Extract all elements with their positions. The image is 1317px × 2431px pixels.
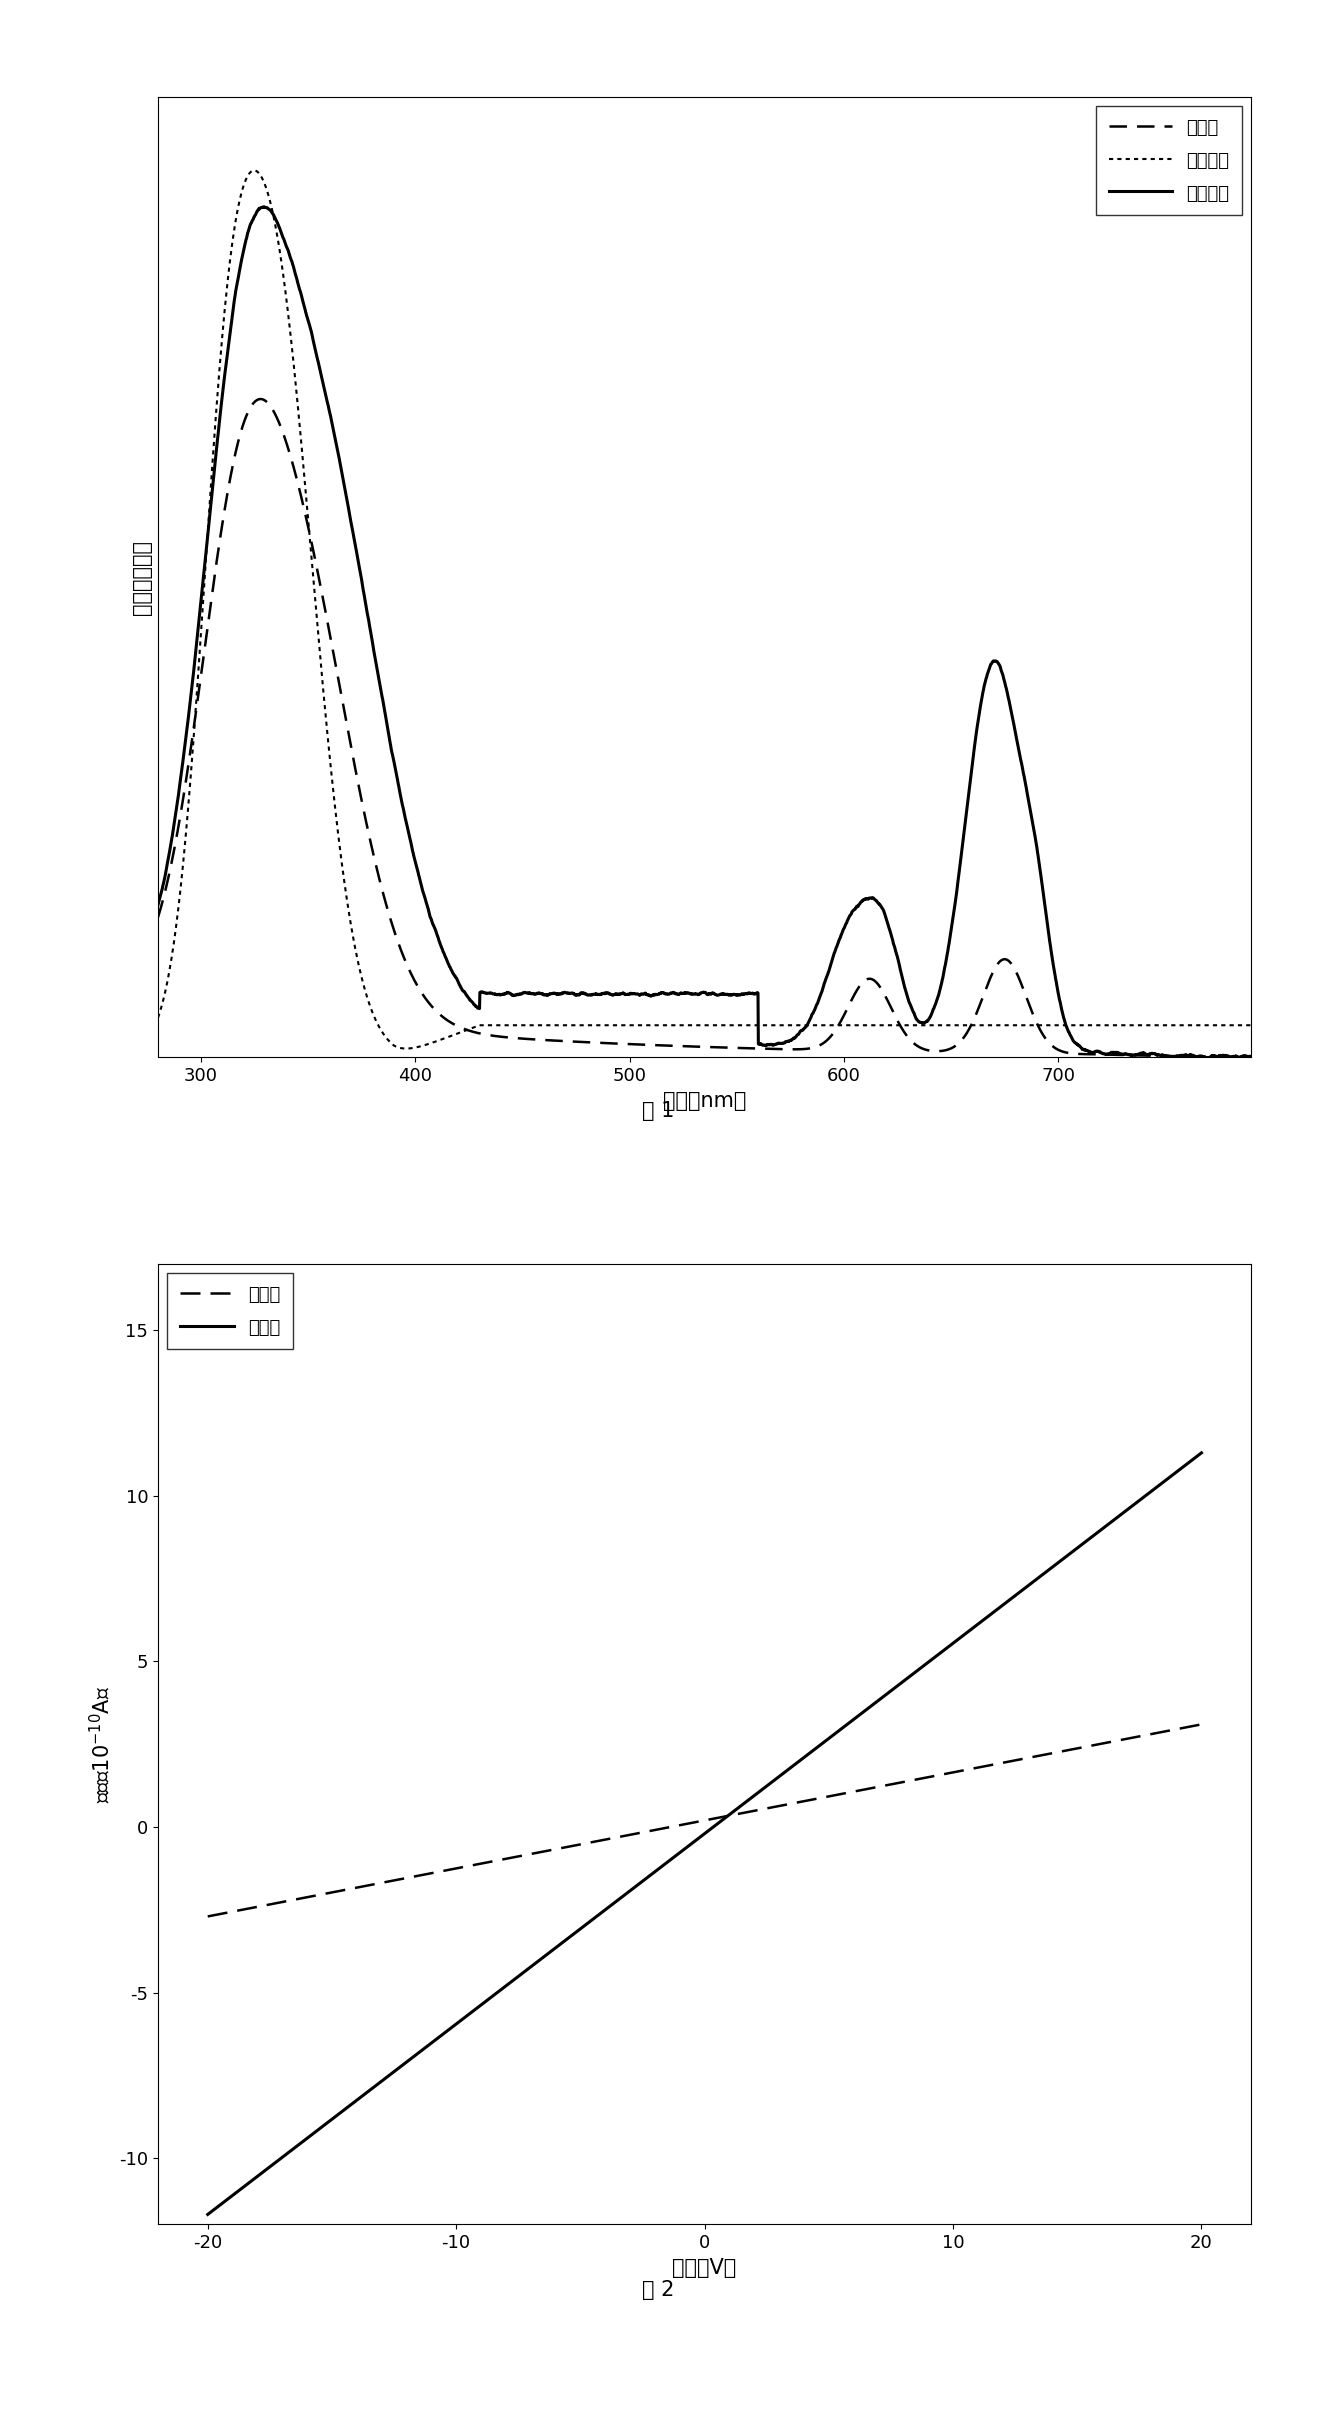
复合材料	[275, 224, 291, 253]
Text: 图 2: 图 2	[643, 2280, 674, 2300]
鷩菁锥	[275, 418, 291, 447]
Line: 鷩菁锥: 鷩菁锥	[158, 399, 1251, 1057]
复合材料	[340, 491, 356, 520]
Line: 光电流: 光电流	[208, 1454, 1201, 2215]
Legend: 鷩菁锥, 聚苯乙酥, 复合材料: 鷩菁锥, 聚苯乙酥, 复合材料	[1096, 107, 1242, 216]
鷩菁锥	[253, 384, 269, 413]
复合材料	[570, 980, 586, 1009]
聚苯乙酥	[150, 1004, 166, 1033]
Line: 暗电流: 暗电流	[208, 1724, 1201, 1916]
光电流	[1193, 1439, 1209, 1468]
暗电流	[917, 1762, 932, 1792]
聚苯乙酥	[1222, 1011, 1238, 1040]
聚苯乙酥	[1105, 1011, 1121, 1040]
光电流	[594, 1899, 610, 1928]
鷩菁锥	[1243, 1043, 1259, 1072]
复合材料	[150, 890, 166, 919]
光电流	[917, 1651, 932, 1680]
暗电流	[1193, 1709, 1209, 1738]
鷩菁锥	[340, 717, 356, 746]
聚苯乙酥	[340, 892, 356, 921]
复合材料	[1243, 1043, 1259, 1072]
聚苯乙酥	[246, 156, 262, 185]
Line: 聚苯乙酥: 聚苯乙酥	[158, 170, 1251, 1048]
复合材料	[618, 980, 633, 1009]
Legend: 暗电流, 光电流: 暗电流, 光电流	[167, 1274, 294, 1349]
复合材料	[1222, 1043, 1238, 1072]
复合材料	[1197, 1043, 1213, 1072]
Text: 图 1: 图 1	[643, 1101, 674, 1121]
X-axis label: 波长（nm）: 波长（nm）	[662, 1092, 747, 1111]
聚苯乙酥	[570, 1011, 586, 1040]
Line: 复合材料: 复合材料	[158, 207, 1251, 1057]
光电流	[922, 1646, 938, 1675]
光电流	[200, 2200, 216, 2229]
暗电流	[922, 1762, 938, 1792]
X-axis label: 电压（V）: 电压（V）	[673, 2258, 736, 2278]
鷩菁锥	[1105, 1040, 1121, 1070]
光电流	[524, 1952, 540, 1981]
光电流	[824, 1721, 840, 1750]
暗电流	[524, 1840, 540, 1869]
鷩菁锥	[618, 1028, 633, 1057]
暗电流	[824, 1782, 840, 1811]
暗电流	[319, 1879, 335, 1908]
Y-axis label: 相对吸收强度: 相对吸收强度	[133, 540, 153, 615]
鷩菁锥	[1222, 1043, 1238, 1072]
鷩菁锥	[570, 1028, 586, 1057]
复合材料	[257, 192, 273, 221]
暗电流	[594, 1826, 610, 1855]
聚苯乙酥	[618, 1011, 633, 1040]
聚苯乙酥	[1243, 1011, 1259, 1040]
光电流	[319, 2108, 335, 2137]
聚苯乙酥	[398, 1033, 414, 1062]
暗电流	[200, 1901, 216, 1930]
鷩菁锥	[150, 902, 166, 931]
复合材料	[1105, 1038, 1121, 1067]
Y-axis label: 电流（10$^{-10}$A）: 电流（10$^{-10}$A）	[88, 1685, 113, 1804]
聚苯乙酥	[275, 260, 291, 289]
